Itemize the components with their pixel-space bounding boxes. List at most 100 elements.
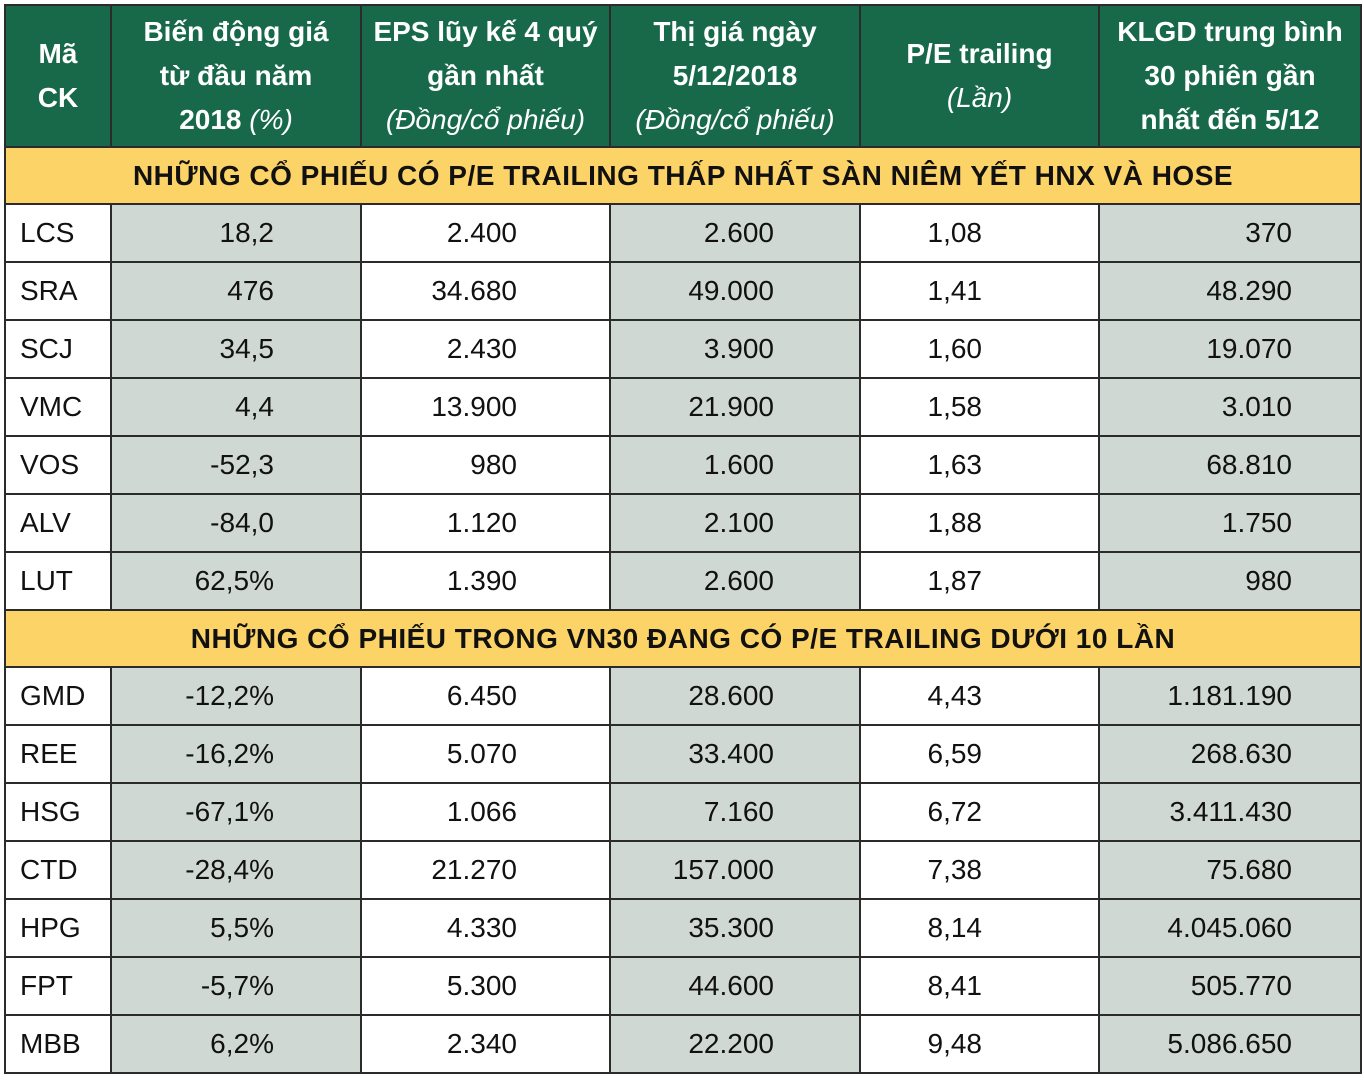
cell-avg-volume: 68.810 bbox=[1098, 435, 1362, 495]
cell-pe: 8,41 bbox=[859, 956, 1100, 1016]
cell-market-price: 3.900 bbox=[609, 319, 861, 379]
cell-avg-volume: 3.411.430 bbox=[1098, 782, 1362, 842]
header-text: 2018 bbox=[179, 104, 242, 135]
cell-eps: 21.270 bbox=[360, 840, 611, 900]
table-row: LCS 18,2 2.400 2.600 1,08 370 bbox=[4, 203, 1362, 263]
cell-market-price: 157.000 bbox=[609, 840, 861, 900]
cell-price-change: 6,2% bbox=[110, 1014, 362, 1074]
cell-eps: 13.900 bbox=[360, 377, 611, 437]
table-row: REE -16,2% 5.070 33.400 6,59 268.630 bbox=[4, 724, 1362, 784]
cell-eps: 980 bbox=[360, 435, 611, 495]
table-row: VOS -52,3 980 1.600 1,63 68.810 bbox=[4, 435, 1362, 495]
cell-avg-volume: 19.070 bbox=[1098, 319, 1362, 379]
cell-avg-volume: 268.630 bbox=[1098, 724, 1362, 784]
cell-stock-code: HSG bbox=[4, 782, 112, 842]
cell-pe: 1,63 bbox=[859, 435, 1100, 495]
section-header: NHỮNG CỔ PHIẾU TRONG VN30 ĐANG CÓ P/E TR… bbox=[4, 609, 1362, 668]
cell-stock-code: LCS bbox=[4, 203, 112, 263]
cell-pe: 1,08 bbox=[859, 203, 1100, 263]
cell-market-price: 28.600 bbox=[609, 666, 861, 726]
cell-market-price: 2.100 bbox=[609, 493, 861, 553]
table-row: CTD -28,4% 21.270 157.000 7,38 75.680 bbox=[4, 840, 1362, 900]
cell-eps: 5.300 bbox=[360, 956, 611, 1016]
cell-pe: 6,59 bbox=[859, 724, 1100, 784]
header-avg-volume: KLGD trung bình 30 phiên gần nhất đến 5/… bbox=[1098, 4, 1362, 148]
cell-price-change: -12,2% bbox=[110, 666, 362, 726]
cell-market-price: 7.160 bbox=[609, 782, 861, 842]
cell-eps: 1.066 bbox=[360, 782, 611, 842]
cell-price-change: -5,7% bbox=[110, 956, 362, 1016]
header-unit: (Lần) bbox=[946, 82, 1013, 113]
cell-stock-code: VOS bbox=[4, 435, 112, 495]
cell-avg-volume: 980 bbox=[1098, 551, 1362, 611]
cell-stock-code: ALV bbox=[4, 493, 112, 553]
pe-trailing-table: Mã CK Biến động giá từ đầu năm 2018 (%) … bbox=[4, 4, 1362, 1074]
cell-price-change: 34,5 bbox=[110, 319, 362, 379]
cell-stock-code: REE bbox=[4, 724, 112, 784]
cell-stock-code: VMC bbox=[4, 377, 112, 437]
cell-avg-volume: 370 bbox=[1098, 203, 1362, 263]
header-text: Mã bbox=[38, 38, 78, 69]
header-text: từ đầu năm bbox=[159, 60, 313, 91]
cell-stock-code: LUT bbox=[4, 551, 112, 611]
cell-avg-volume: 3.010 bbox=[1098, 377, 1362, 437]
section-title: NHỮNG CỔ PHIẾU TRONG VN30 ĐANG CÓ P/E TR… bbox=[4, 609, 1362, 668]
header-eps: EPS lũy kế 4 quý gần nhất (Đồng/cổ phiếu… bbox=[360, 4, 611, 148]
cell-stock-code: HPG bbox=[4, 898, 112, 958]
header-text: Thị giá ngày bbox=[653, 16, 817, 47]
cell-pe: 1,58 bbox=[859, 377, 1100, 437]
cell-price-change: 5,5% bbox=[110, 898, 362, 958]
cell-pe: 9,48 bbox=[859, 1014, 1100, 1074]
cell-price-change: -28,4% bbox=[110, 840, 362, 900]
section-header: NHỮNG CỔ PHIẾU CÓ P/E TRAILING THẤP NHẤT… bbox=[4, 146, 1362, 205]
cell-avg-volume: 48.290 bbox=[1098, 261, 1362, 321]
header-unit: (Đồng/cổ phiếu) bbox=[385, 104, 586, 135]
cell-avg-volume: 1.181.190 bbox=[1098, 666, 1362, 726]
cell-stock-code: MBB bbox=[4, 1014, 112, 1074]
cell-market-price: 2.600 bbox=[609, 203, 861, 263]
cell-avg-volume: 5.086.650 bbox=[1098, 1014, 1362, 1074]
header-text: CK bbox=[37, 82, 79, 113]
cell-eps: 2.400 bbox=[360, 203, 611, 263]
cell-eps: 2.340 bbox=[360, 1014, 611, 1074]
cell-stock-code: CTD bbox=[4, 840, 112, 900]
table-header: Mã CK Biến động giá từ đầu năm 2018 (%) … bbox=[4, 4, 1362, 148]
table-body: NHỮNG CỔ PHIẾU CÓ P/E TRAILING THẤP NHẤT… bbox=[4, 146, 1362, 1074]
cell-stock-code: FPT bbox=[4, 956, 112, 1016]
cell-market-price: 21.900 bbox=[609, 377, 861, 437]
cell-avg-volume: 1.750 bbox=[1098, 493, 1362, 553]
cell-pe: 7,38 bbox=[859, 840, 1100, 900]
table-row: ALV -84,0 1.120 2.100 1,88 1.750 bbox=[4, 493, 1362, 553]
header-unit: (Đồng/cổ phiếu) bbox=[635, 104, 835, 135]
cell-market-price: 35.300 bbox=[609, 898, 861, 958]
section-title: NHỮNG CỔ PHIẾU CÓ P/E TRAILING THẤP NHẤT… bbox=[4, 146, 1362, 205]
cell-market-price: 49.000 bbox=[609, 261, 861, 321]
header-text: P/E trailing bbox=[906, 38, 1053, 69]
cell-market-price: 2.600 bbox=[609, 551, 861, 611]
table-row: HPG 5,5% 4.330 35.300 8,14 4.045.060 bbox=[4, 898, 1362, 958]
header-unit: (%) bbox=[249, 104, 293, 135]
cell-price-change: 4,4 bbox=[110, 377, 362, 437]
cell-eps: 1.390 bbox=[360, 551, 611, 611]
cell-avg-volume: 75.680 bbox=[1098, 840, 1362, 900]
cell-eps: 4.330 bbox=[360, 898, 611, 958]
cell-price-change: -52,3 bbox=[110, 435, 362, 495]
cell-eps: 34.680 bbox=[360, 261, 611, 321]
cell-pe: 8,14 bbox=[859, 898, 1100, 958]
cell-pe: 1,88 bbox=[859, 493, 1100, 553]
header-text: 30 phiên gần bbox=[1144, 60, 1316, 91]
cell-stock-code: GMD bbox=[4, 666, 112, 726]
header-text: EPS lũy kế 4 quý bbox=[373, 16, 598, 47]
table-row: LUT 62,5% 1.390 2.600 1,87 980 bbox=[4, 551, 1362, 611]
cell-price-change: 62,5% bbox=[110, 551, 362, 611]
cell-avg-volume: 505.770 bbox=[1098, 956, 1362, 1016]
cell-pe: 6,72 bbox=[859, 782, 1100, 842]
cell-eps: 6.450 bbox=[360, 666, 611, 726]
cell-eps: 5.070 bbox=[360, 724, 611, 784]
header-text: gần nhất bbox=[427, 60, 544, 91]
table-row: HSG -67,1% 1.066 7.160 6,72 3.411.430 bbox=[4, 782, 1362, 842]
cell-stock-code: SCJ bbox=[4, 319, 112, 379]
cell-price-change: -84,0 bbox=[110, 493, 362, 553]
cell-eps: 2.430 bbox=[360, 319, 611, 379]
header-text: Biến động giá bbox=[143, 16, 329, 47]
